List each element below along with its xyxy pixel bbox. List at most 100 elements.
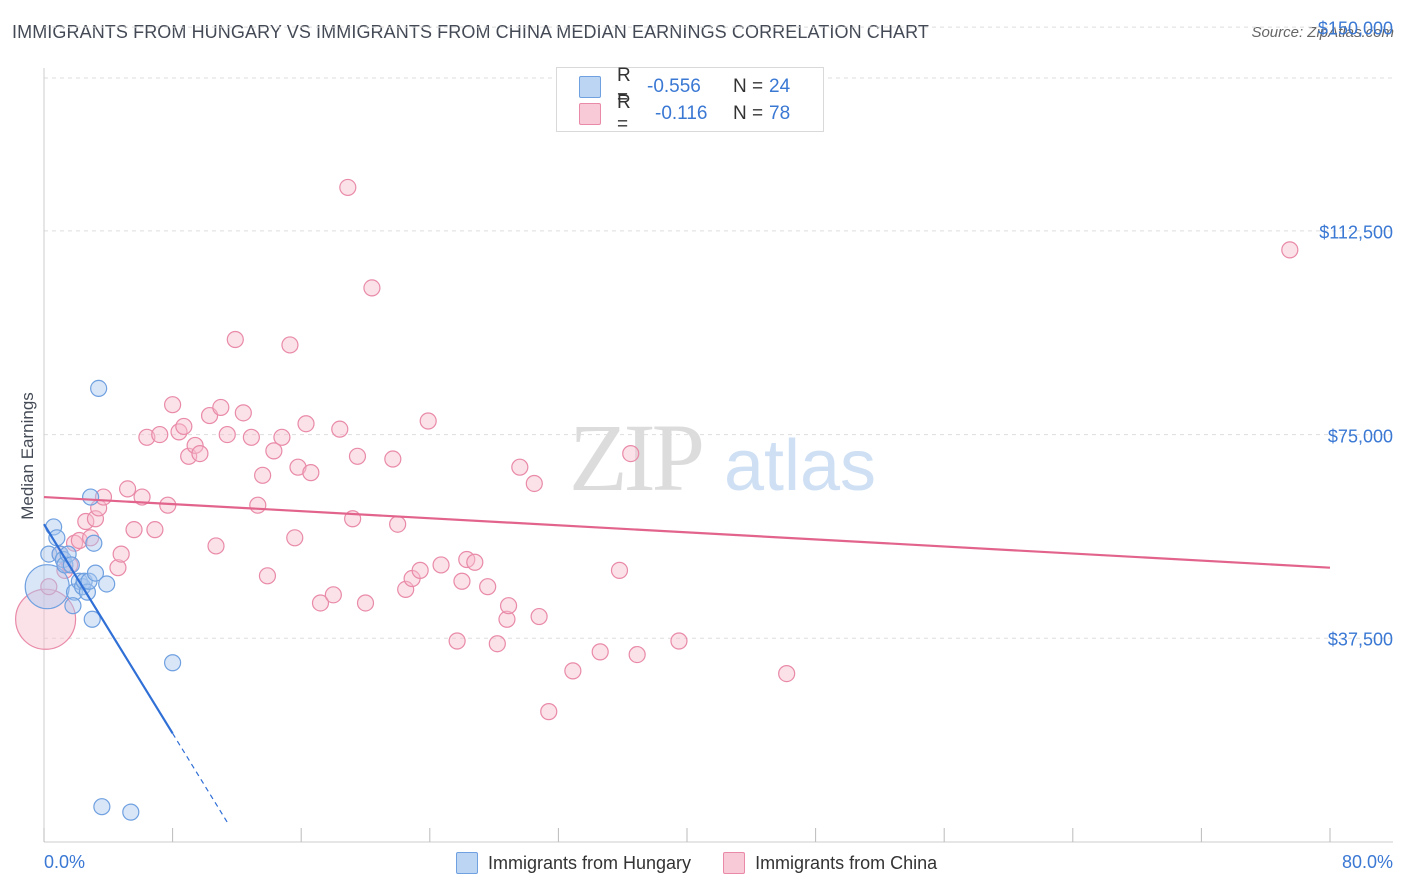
china-point <box>86 510 105 528</box>
legend-china-label: Immigrants from China <box>755 852 938 873</box>
china-point <box>82 529 100 547</box>
china-point <box>384 450 402 468</box>
china-point <box>397 580 415 599</box>
china-point <box>419 412 437 430</box>
china-point <box>65 534 84 552</box>
china-point <box>273 428 291 446</box>
hungary-swatch <box>579 76 601 98</box>
legend-item-hungary: Immigrants from Hungary <box>456 852 691 874</box>
china-point <box>311 594 330 612</box>
china-point <box>234 404 252 422</box>
china-point <box>356 594 375 612</box>
china-point <box>265 442 283 460</box>
china-swatch <box>579 103 601 125</box>
china-point <box>286 529 304 547</box>
china-point <box>331 420 349 438</box>
china-series <box>15 178 1299 721</box>
china-point <box>622 444 640 463</box>
legend-item-china: Immigrants from China <box>723 852 937 874</box>
china-point <box>175 417 193 436</box>
hungary-point <box>122 803 140 821</box>
china-point <box>191 444 209 463</box>
y-tick-label: $37,500 <box>1327 629 1393 650</box>
correlation-legend: R = -0.556 N = 24 R = -0.116 N = 78 <box>556 65 824 135</box>
china-point <box>109 559 127 577</box>
hungary-r-value: -0.556 <box>647 76 701 97</box>
china-point <box>530 607 548 626</box>
china-point <box>289 458 307 476</box>
hungary-n-value: 24 <box>769 76 791 97</box>
series-legend: Immigrants from Hungary Immigrants from … <box>456 852 969 874</box>
hungary-point <box>64 597 82 615</box>
china-point <box>670 632 688 650</box>
trend-lines <box>43 495 1331 826</box>
hungary-trend-line <box>43 523 174 734</box>
china-point <box>218 425 236 444</box>
axes <box>43 68 1393 843</box>
china-point <box>610 561 629 579</box>
china-n-value: 78 <box>769 103 791 124</box>
china-point <box>453 572 471 590</box>
china-point <box>249 496 267 514</box>
china-point <box>70 531 88 550</box>
x-tick-label-max: 80.0% <box>1341 852 1393 872</box>
china-n-label: N = <box>733 103 764 124</box>
hungary-series <box>24 379 182 821</box>
china-point <box>466 553 484 571</box>
china-r-label: R = <box>617 92 631 135</box>
china-point <box>118 480 137 498</box>
china-point <box>170 423 188 441</box>
china-point <box>448 632 466 650</box>
china-point <box>488 635 506 653</box>
china-point <box>564 662 582 680</box>
hungary-point <box>93 798 111 816</box>
legend-hungary-label: Immigrants from Hungary <box>488 852 692 873</box>
china-point <box>164 396 182 414</box>
china-point <box>207 537 225 555</box>
china-point <box>138 428 156 446</box>
china-point <box>40 578 58 596</box>
watermark-atlas: atlas <box>724 426 876 506</box>
watermark: ZIP atlas <box>569 404 876 511</box>
hungary-point <box>86 564 105 582</box>
china-point <box>258 567 277 585</box>
legend-china-swatch <box>723 852 746 874</box>
chart-title: IMMIGRANTS FROM HUNGARY VS IMMIGRANTS FR… <box>12 22 929 42</box>
hungary-r-label: R = <box>617 65 631 108</box>
china-point <box>151 425 169 444</box>
china-point <box>499 597 518 615</box>
legend-row-china: R = -0.116 N = 78 <box>579 92 791 135</box>
china-point <box>186 436 204 455</box>
china-point <box>432 556 450 574</box>
x-tick-label-min: 0.0% <box>44 852 86 872</box>
china-point <box>254 466 272 484</box>
china-point <box>479 578 497 596</box>
china-point <box>411 561 429 579</box>
china-point <box>778 664 796 683</box>
hungary-point <box>85 534 103 552</box>
china-point <box>125 521 143 539</box>
china-point <box>297 415 315 433</box>
china-point <box>133 488 151 506</box>
hungary-n-label: N = <box>733 76 764 97</box>
china-point <box>112 545 130 563</box>
china-point <box>498 610 516 628</box>
china-point <box>628 645 646 664</box>
china-point <box>363 279 381 297</box>
china-point <box>324 586 342 604</box>
china-point <box>525 474 543 493</box>
china-point <box>511 458 529 476</box>
y-tick-label: $75,000 <box>1327 426 1393 447</box>
china-point <box>146 521 164 539</box>
china-point <box>591 643 609 661</box>
china-point <box>389 515 407 533</box>
china-point <box>212 398 230 417</box>
china-point <box>180 447 198 465</box>
china-point <box>1281 241 1299 259</box>
y-tick-label: $150,000 <box>1317 18 1393 39</box>
china-point <box>226 330 244 349</box>
hungary-point <box>90 379 108 398</box>
china-point <box>281 336 299 354</box>
china-trend-line <box>43 495 1331 569</box>
